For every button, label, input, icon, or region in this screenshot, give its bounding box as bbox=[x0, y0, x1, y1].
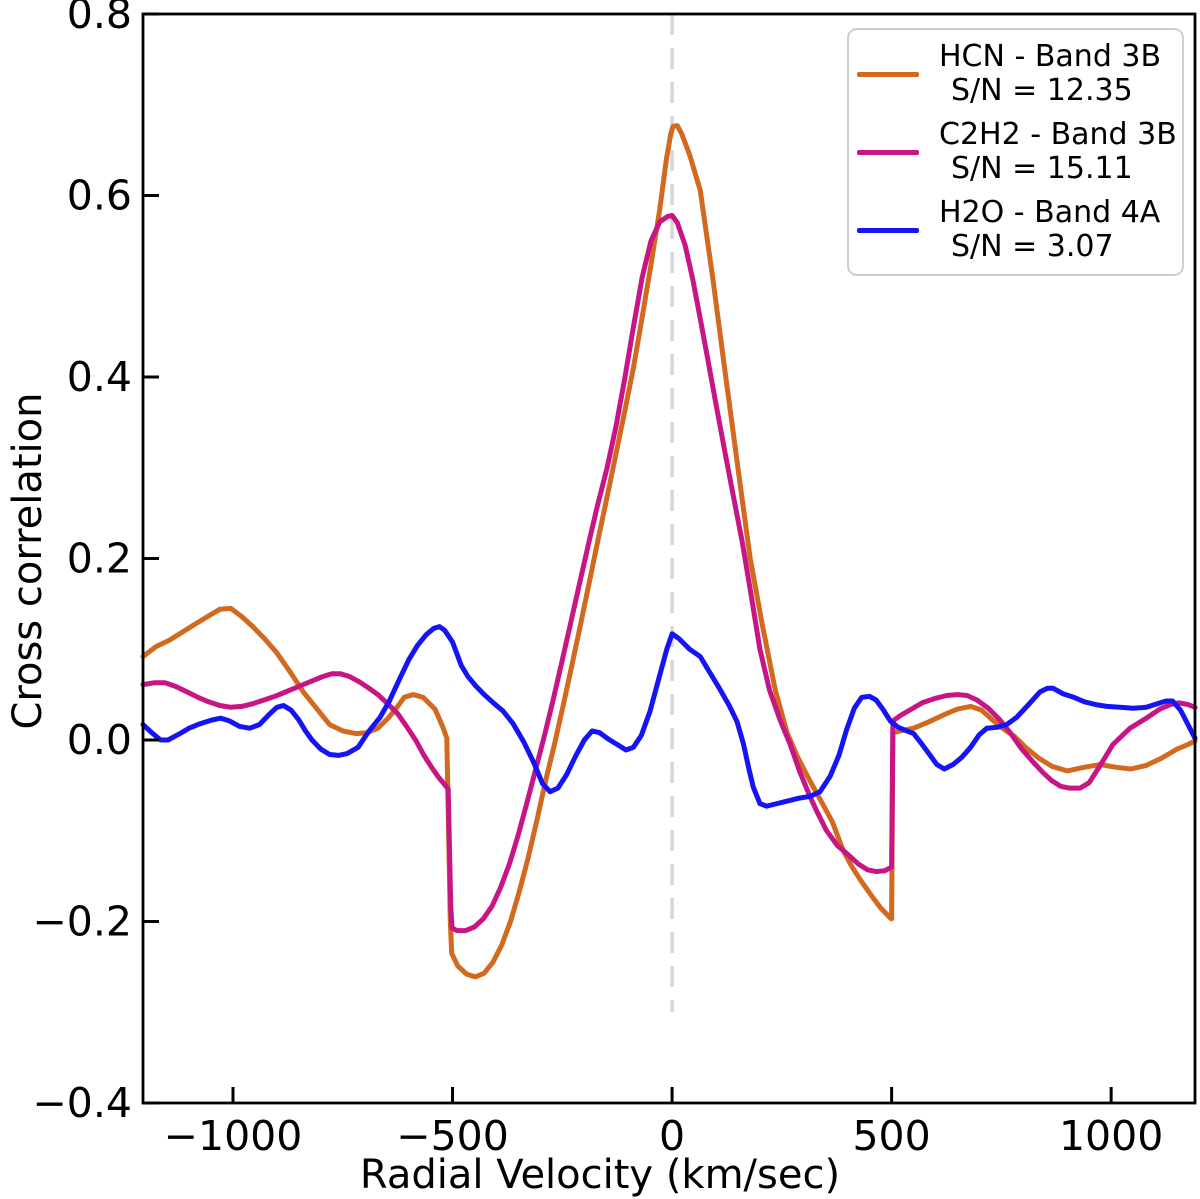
x-tick-label: 1000 bbox=[1059, 1112, 1163, 1160]
x-tick-label: −1000 bbox=[164, 1112, 303, 1160]
y-tick-label: −0.2 bbox=[32, 898, 132, 946]
y-tick-label: 0.8 bbox=[67, 0, 132, 38]
legend-series-sn: S/N = 3.07 bbox=[951, 229, 1114, 264]
hcn-curve bbox=[140, 123, 1198, 980]
legend-series-name: C2H2 - Band 3B bbox=[939, 117, 1177, 152]
legend-label: H2O - Band 4A S/N = 3.07 bbox=[939, 196, 1160, 264]
legend-entry-c2h2: C2H2 - Band 3B S/N = 15.11 bbox=[857, 118, 1177, 186]
legend-label: HCN - Band 3B S/N = 12.35 bbox=[939, 40, 1161, 108]
c2h2-curve bbox=[140, 213, 1198, 934]
legend-series-name: H2O - Band 4A bbox=[939, 195, 1161, 230]
legend-series-sn: S/N = 15.11 bbox=[951, 151, 1133, 186]
y-tick-label: 0.2 bbox=[67, 535, 132, 583]
x-axis-label: Radial Velocity (km/sec) bbox=[359, 1152, 841, 1198]
legend-label: C2H2 - Band 3B S/N = 15.11 bbox=[939, 118, 1177, 186]
legend-line-sample bbox=[857, 149, 919, 155]
y-tick-label: 0.6 bbox=[67, 172, 132, 220]
legend-line-sample bbox=[857, 227, 919, 233]
legend-entry-h2o: H2O - Band 4A S/N = 3.07 bbox=[857, 196, 1176, 264]
legend-line-sample bbox=[857, 71, 919, 77]
legend: HCN - Band 3B S/N = 12.35 C2H2 - Band 3B S/… bbox=[847, 28, 1184, 276]
legend-entry-hcn: HCN - Band 3B S/N = 12.35 bbox=[857, 40, 1176, 108]
y-tick-label: 0.0 bbox=[67, 716, 132, 764]
x-tick-label: 0 bbox=[659, 1112, 685, 1160]
legend-series-sn: S/N = 12.35 bbox=[951, 73, 1133, 108]
h2o-curve bbox=[140, 624, 1198, 809]
legend-series-name: HCN - Band 3B bbox=[939, 39, 1162, 74]
x-tick-label: −500 bbox=[396, 1112, 509, 1160]
y-tick-label: −0.4 bbox=[32, 1079, 132, 1127]
x-tick-label: 500 bbox=[852, 1112, 930, 1160]
y-axis-label: Cross correlation bbox=[5, 392, 51, 730]
y-tick-label: 0.4 bbox=[67, 353, 132, 401]
